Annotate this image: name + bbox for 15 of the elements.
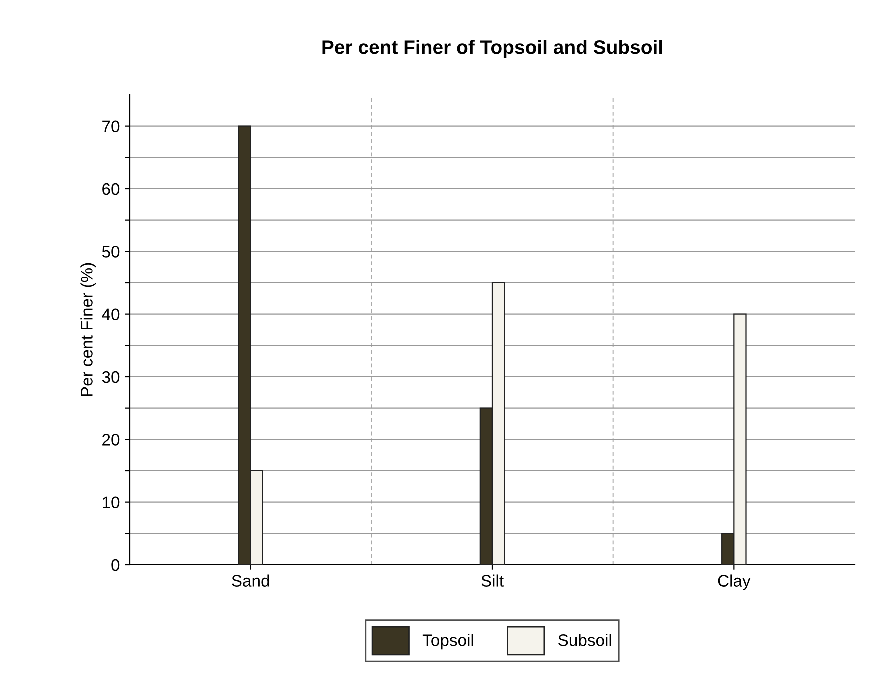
- legend-label: Topsoil: [422, 634, 474, 650]
- x-tick-label: Sand: [232, 574, 270, 587]
- chart-title: Per cent Finer of Topsoil and Subsoil: [322, 40, 662, 58]
- legend-label: Subsoil: [558, 634, 612, 646]
- y-tick-label: 50: [102, 246, 120, 258]
- x-tick-label: Clay: [718, 574, 751, 590]
- y-tick-label: 60: [102, 183, 120, 196]
- y-tick-label: 10: [103, 496, 120, 509]
- y-tick-label: 0: [112, 559, 120, 572]
- y-axis-title: Per cent Finer (%): [80, 263, 96, 396]
- x-tick-label: Silt: [482, 574, 504, 587]
- y-tick-label: 70: [102, 120, 120, 133]
- y-tick-label: 20: [102, 434, 120, 446]
- y-tick-label: 30: [102, 371, 120, 384]
- y-tick-label: 40: [102, 308, 120, 321]
